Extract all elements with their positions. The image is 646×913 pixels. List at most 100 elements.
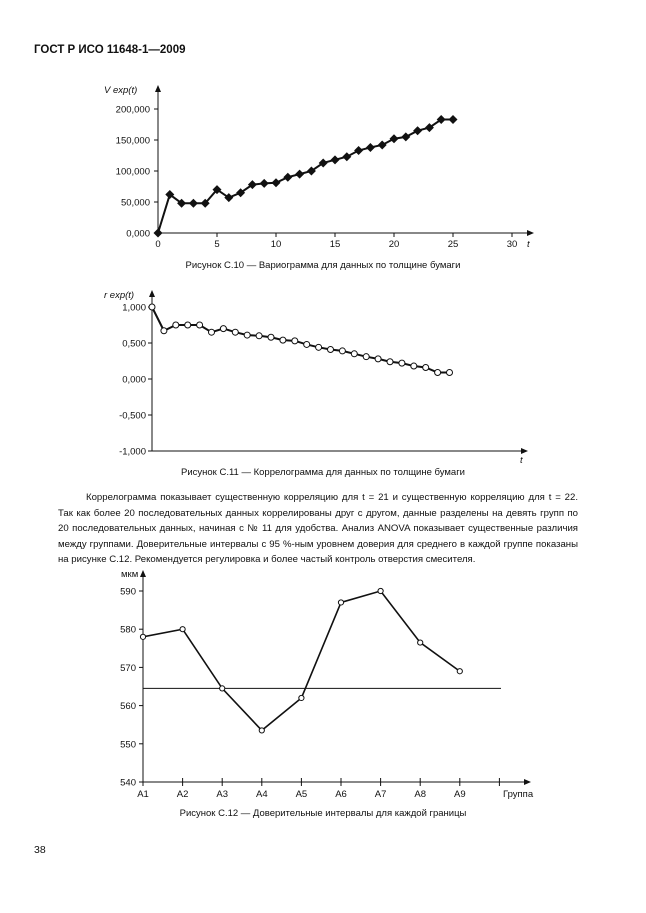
data-point <box>236 188 246 198</box>
data-point <box>377 140 387 150</box>
data-point <box>219 325 227 333</box>
y-tick-label: 590 <box>120 587 136 598</box>
x-tick-label: A9 <box>454 789 466 800</box>
data-point <box>389 134 399 144</box>
data-point <box>417 639 424 646</box>
y-tick-label: 0,000 <box>126 229 150 240</box>
data-point <box>413 126 423 136</box>
data-point <box>327 345 334 353</box>
data-point <box>148 303 156 311</box>
data-point <box>153 228 163 238</box>
data-point <box>259 178 269 188</box>
data-point <box>160 327 168 335</box>
data-point <box>436 115 446 125</box>
x-tick-label: 15 <box>330 239 341 250</box>
data-point <box>258 727 265 734</box>
data-point <box>179 626 186 633</box>
data-point <box>410 362 418 370</box>
x-tick-label: 30 <box>507 239 518 250</box>
data-point <box>350 350 358 358</box>
data-point <box>398 359 406 367</box>
data-point <box>424 123 434 133</box>
x-axis-arrow <box>521 448 528 454</box>
data-point <box>196 321 204 329</box>
y-tick-label: 200,000 <box>116 105 150 116</box>
x-axis-arrow <box>527 230 534 236</box>
figure-c11-y-axis-label: r exp(t) <box>104 290 135 301</box>
data-point <box>247 180 257 190</box>
data-point <box>243 331 251 339</box>
data-point <box>354 146 364 156</box>
data-point <box>283 172 293 182</box>
y-axis-arrow <box>140 570 146 577</box>
x-tick-label: 5 <box>214 239 219 250</box>
data-point <box>362 353 370 361</box>
data-point <box>315 343 323 351</box>
data-point <box>374 355 382 363</box>
y-tick-label: 150,000 <box>116 136 150 147</box>
data-point <box>365 142 375 152</box>
data-point <box>255 332 263 340</box>
data-point <box>231 328 239 336</box>
data-point <box>212 185 222 195</box>
data-point <box>446 369 453 377</box>
x-tick-label: 20 <box>389 239 400 250</box>
data-point <box>386 358 394 366</box>
x-tick-label: A6 <box>335 789 347 800</box>
y-axis-arrow <box>149 290 155 297</box>
data-point <box>338 347 346 355</box>
paragraph-text: Коррелограмма показывает существенную ко… <box>58 492 578 565</box>
y-tick-label: 1,000 <box>122 303 146 314</box>
data-point <box>219 685 226 692</box>
data-point <box>401 132 411 142</box>
page-number: 38 <box>34 844 46 856</box>
y-tick-label: 560 <box>120 701 136 712</box>
x-tick-label: A3 <box>216 789 228 800</box>
figure-c10-y-axis-label: V exp(t) <box>104 85 138 96</box>
y-tick-label: -1,000 <box>119 447 146 458</box>
y-axis-arrow <box>155 85 161 92</box>
y-tick-label: 570 <box>120 663 136 674</box>
data-point <box>342 152 352 162</box>
y-tick-label: 0,500 <box>122 339 146 350</box>
data-point <box>172 321 180 329</box>
data-point <box>188 198 198 208</box>
y-tick-label: 580 <box>120 625 136 636</box>
series-line <box>142 590 461 732</box>
data-point <box>377 587 384 595</box>
data-point <box>279 336 287 344</box>
y-tick-label: 550 <box>120 739 136 750</box>
data-point <box>184 321 192 329</box>
x-axis-arrow <box>524 779 531 785</box>
figure-c12-caption: Рисунок С.12 — Доверительные интервалы д… <box>179 808 467 819</box>
data-point <box>224 193 234 203</box>
data-point <box>271 178 281 188</box>
x-tick-label: A4 <box>256 789 268 800</box>
x-axis-label: Группа <box>503 789 534 800</box>
data-point <box>337 599 345 606</box>
data-point <box>208 328 215 336</box>
x-tick-label: A8 <box>414 789 426 800</box>
data-point <box>318 158 328 168</box>
data-point <box>165 190 175 200</box>
x-tick-label: 25 <box>448 239 459 250</box>
y-axis-label: мкм <box>121 569 138 580</box>
data-point <box>295 169 305 179</box>
y-tick-label: 0,000 <box>122 375 146 386</box>
figure-c11-caption: Рисунок С.11 — Коррелограмма для данных … <box>180 467 465 478</box>
x-tick-label: A1 <box>137 789 149 800</box>
x-axis-label: t <box>520 455 523 466</box>
data-point <box>177 198 187 208</box>
data-point <box>139 633 147 640</box>
x-tick-label: A5 <box>296 789 308 800</box>
figure-c10-caption: Рисунок С.10 — Вариограмма для данных по… <box>185 260 461 271</box>
body-paragraph: Коррелограмма показывает существенную ко… <box>58 490 578 568</box>
x-tick-label: 10 <box>271 239 282 250</box>
x-tick-label: 0 <box>155 239 160 250</box>
y-tick-label: 50,000 <box>121 198 150 209</box>
data-point <box>200 198 210 208</box>
data-point <box>330 155 340 165</box>
y-tick-label: 100,000 <box>116 167 150 178</box>
data-point <box>303 340 311 348</box>
